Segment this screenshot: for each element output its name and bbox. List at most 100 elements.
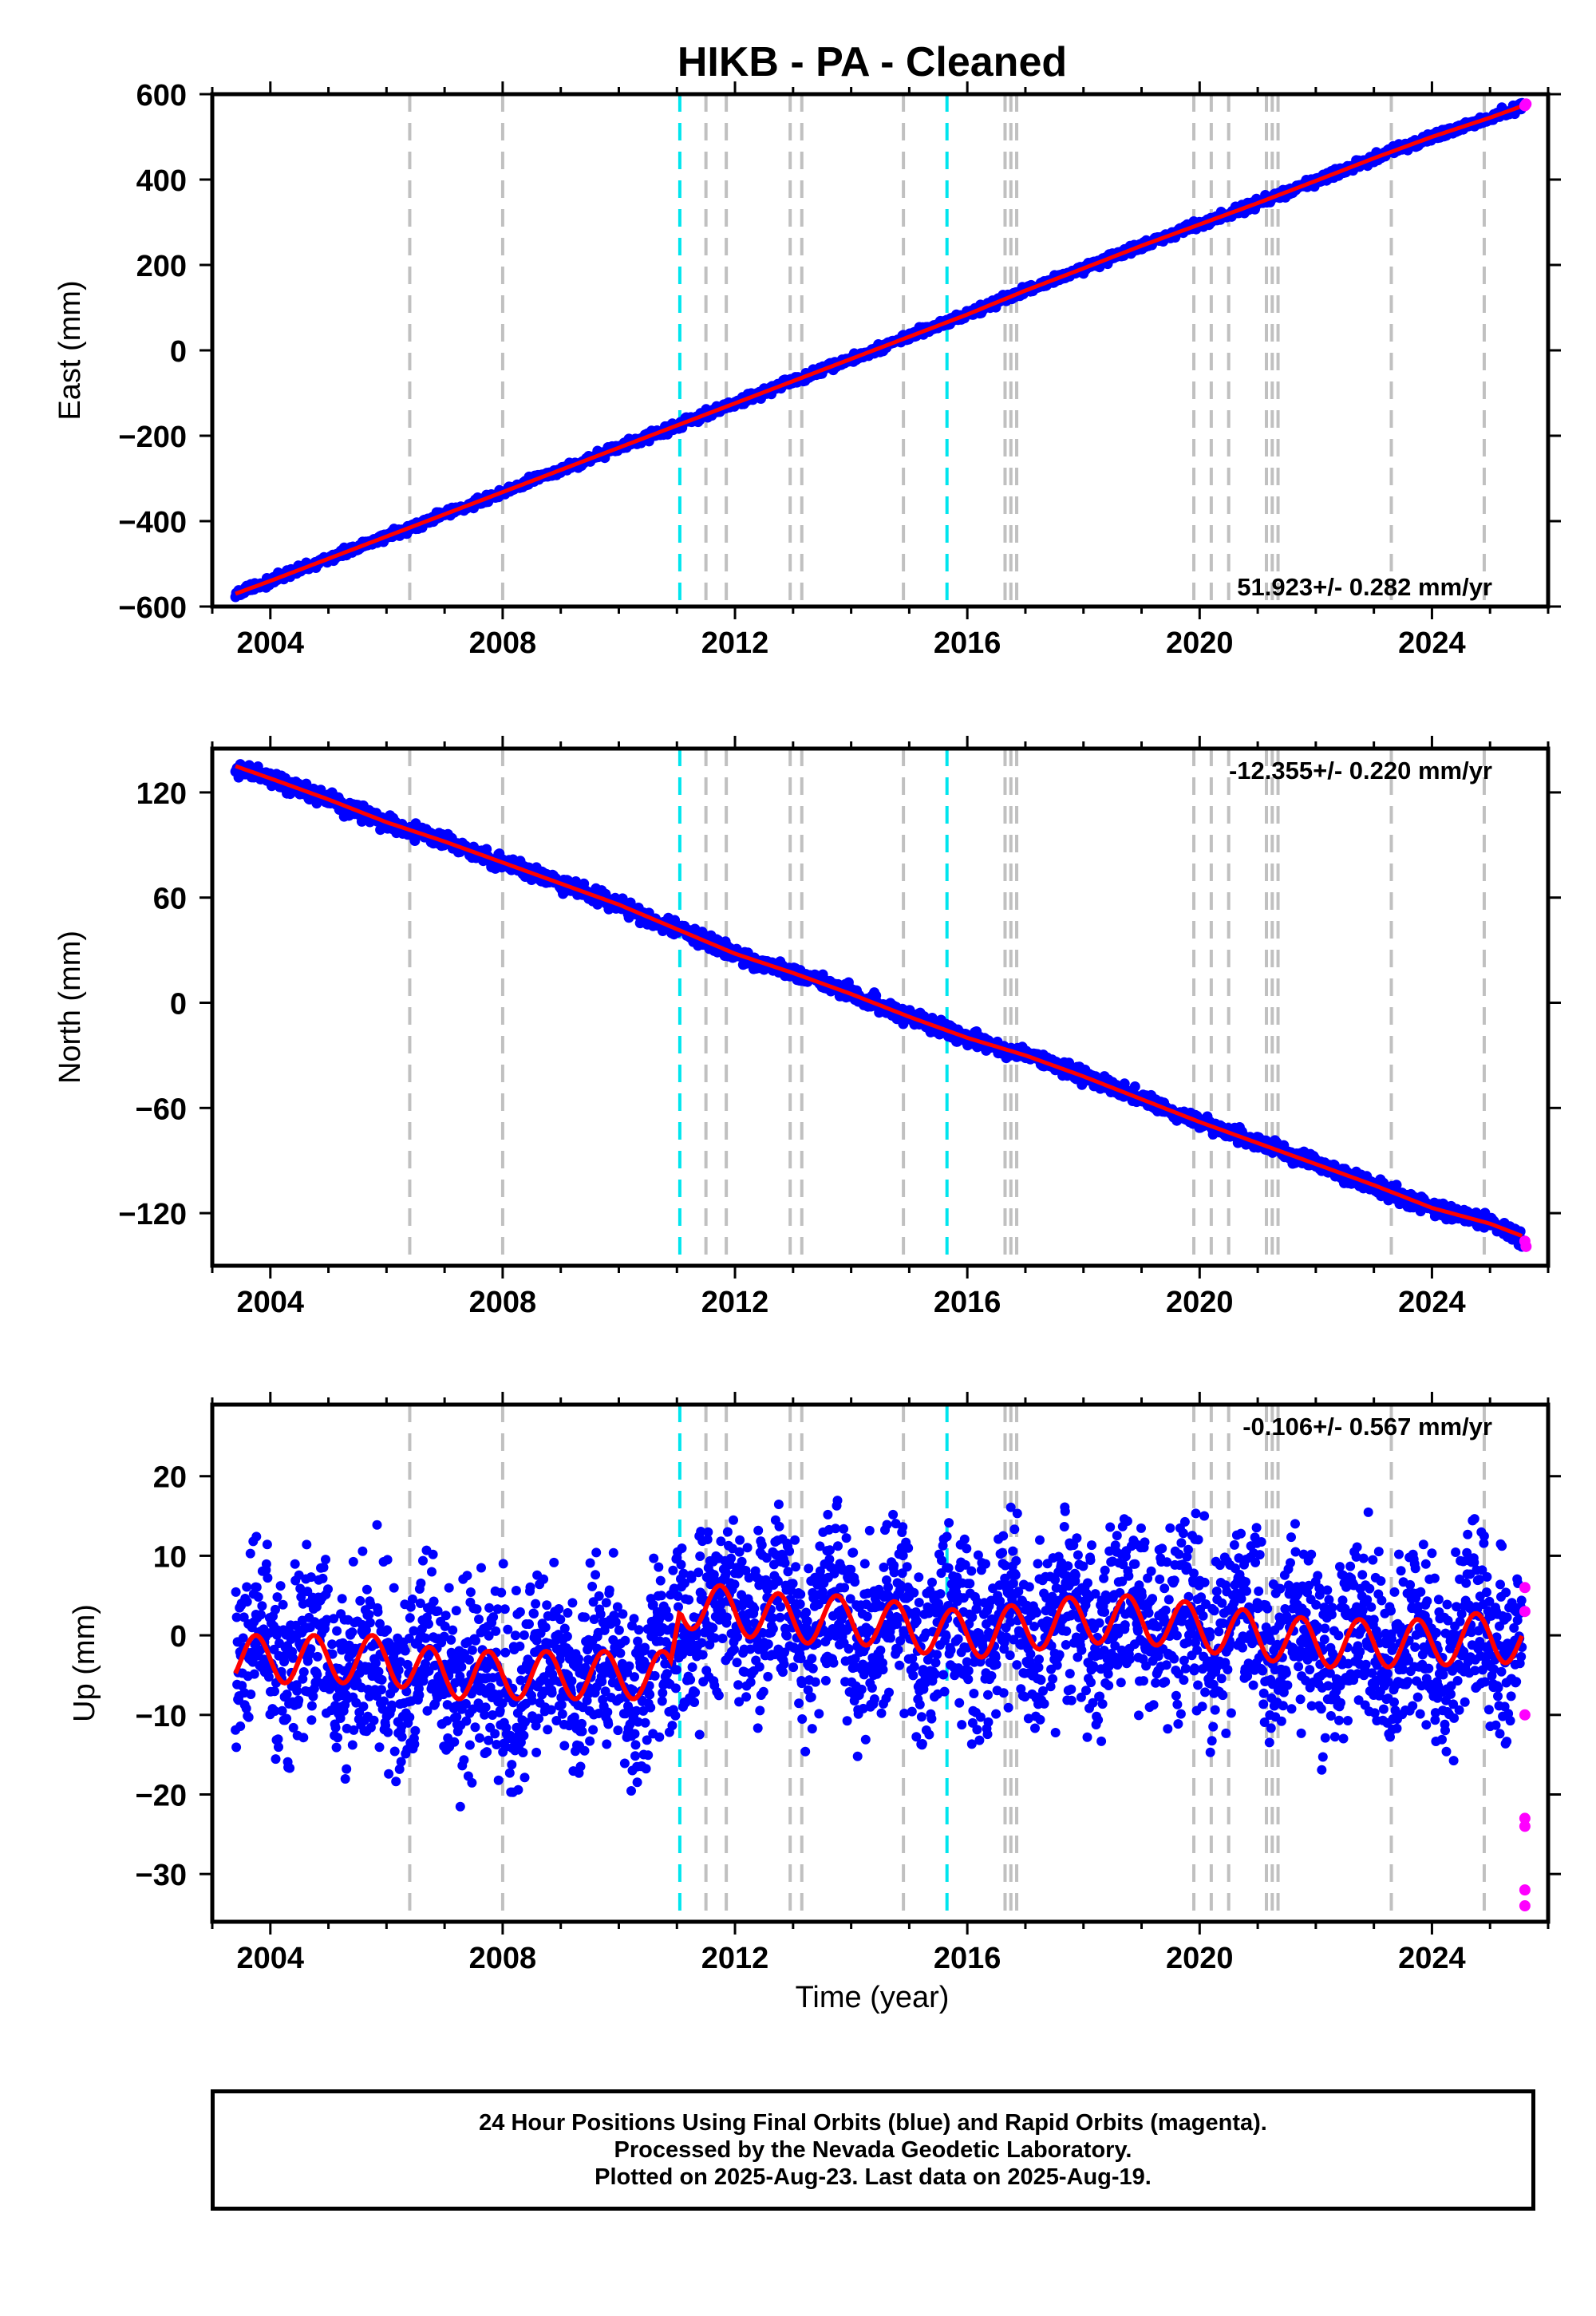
final-orbit-point [802, 1616, 812, 1626]
final-orbit-point [1391, 1180, 1402, 1191]
final-orbit-point [630, 1672, 639, 1682]
rapid-orbit-points-east [1519, 98, 1532, 112]
final-orbit-point [630, 1740, 641, 1750]
final-orbit-point [721, 1612, 732, 1622]
final-orbit-point [374, 1742, 385, 1753]
final-orbit-point [257, 1601, 267, 1611]
final-orbit-point [859, 1559, 870, 1569]
final-orbit-point [594, 1591, 604, 1601]
final-orbit-point [841, 1533, 851, 1543]
rate-label-north: -12.355+/- 0.220 mm/yr [1229, 757, 1492, 785]
final-orbit-point [459, 1755, 469, 1765]
final-orbit-point [754, 1662, 764, 1672]
final-orbit-points-up [231, 1496, 1527, 1812]
final-orbit-point [722, 1527, 733, 1537]
final-orbit-point [676, 1559, 686, 1570]
final-orbit-point [262, 1539, 272, 1550]
final-orbit-point [251, 1531, 262, 1542]
final-orbit-point [559, 1741, 570, 1751]
final-orbit-point [520, 1717, 530, 1727]
final-orbit-point [832, 1496, 843, 1506]
final-orbit-point [394, 1764, 405, 1774]
final-orbit-point [306, 1644, 316, 1654]
final-orbit-point [709, 1633, 720, 1643]
final-orbit-point [484, 1735, 494, 1745]
final-orbit-point [824, 1554, 835, 1564]
final-orbit-point [629, 1614, 639, 1624]
final-orbit-point [782, 1630, 792, 1641]
final-orbit-point [285, 1763, 295, 1773]
final-orbit-point [396, 1757, 406, 1767]
final-orbit-point [669, 1583, 679, 1594]
plot-area-north [230, 749, 1532, 1266]
final-orbit-point [780, 1647, 789, 1658]
final-orbit-point [510, 1630, 520, 1641]
final-orbit-point [794, 1698, 804, 1709]
final-orbit-point [242, 1597, 252, 1607]
final-orbit-point [587, 1581, 598, 1591]
final-orbit-point [470, 1722, 480, 1733]
final-orbit-point [405, 1602, 416, 1612]
final-orbit-point [848, 1547, 859, 1558]
final-orbit-point [763, 1671, 773, 1682]
final-orbit-point [475, 1733, 484, 1743]
final-orbit-point [449, 1737, 460, 1747]
final-orbit-point [278, 1599, 288, 1610]
final-orbit-point [531, 1599, 541, 1609]
final-orbit-point [763, 1639, 773, 1650]
final-orbit-point [735, 1535, 745, 1545]
final-orbit-point [355, 1595, 365, 1606]
final-orbit-point [551, 1716, 562, 1725]
y-tick-label: 0 [170, 335, 187, 369]
final-orbit-point [546, 1705, 556, 1715]
final-orbit-point [273, 1734, 283, 1745]
final-orbit-point [580, 1612, 590, 1622]
y-tick-label: −400 [118, 506, 187, 539]
y-tick-label: 400 [136, 164, 187, 198]
final-orbit-point [640, 1717, 650, 1728]
final-orbit-point [696, 1527, 706, 1536]
final-orbit-point [753, 1525, 764, 1535]
final-orbit-point [801, 1607, 812, 1618]
final-orbit-point [680, 1578, 689, 1588]
final-orbit-point [806, 1692, 816, 1702]
final-orbit-point [839, 1583, 850, 1593]
final-orbit-point [678, 1568, 689, 1579]
final-orbit-point [379, 1696, 389, 1706]
final-orbit-point [591, 1547, 602, 1558]
final-orbit-point [784, 1546, 795, 1556]
final-orbit-point [410, 1725, 421, 1736]
final-orbit-point [554, 1604, 564, 1614]
final-orbit-point [687, 1662, 697, 1672]
final-orbit-point [641, 1764, 651, 1774]
final-orbit-point [377, 1704, 388, 1714]
final-orbit-point [382, 1555, 393, 1565]
final-orbit-point [440, 1621, 450, 1631]
final-orbit-point [238, 1633, 248, 1643]
final-orbit-point [833, 1541, 843, 1551]
final-orbit-point [556, 1700, 567, 1710]
final-orbit-point [753, 1723, 763, 1733]
final-orbit-point [767, 1613, 777, 1623]
final-orbit-point [742, 1543, 753, 1553]
final-orbit-point [749, 1603, 760, 1614]
final-orbit-point [389, 1746, 400, 1757]
final-orbit-point [686, 1573, 697, 1583]
final-orbit-point [422, 1705, 433, 1716]
final-orbit-point [318, 1573, 328, 1583]
final-orbit-point [662, 1669, 672, 1679]
final-orbit-point [729, 1579, 740, 1590]
final-orbit-point [312, 1651, 322, 1662]
final-orbit-point [235, 1721, 246, 1731]
final-orbit-point [534, 1713, 544, 1724]
x-tick-label: 2012 [701, 626, 769, 660]
final-orbit-point [472, 1604, 482, 1614]
final-orbit-point [429, 1596, 439, 1607]
final-orbit-point [603, 1719, 614, 1729]
final-orbit-point [302, 1539, 312, 1550]
final-orbit-point [542, 1600, 552, 1611]
final-orbit-point [668, 1565, 678, 1575]
final-orbit-point [332, 1626, 342, 1636]
final-orbit-point [667, 1721, 678, 1731]
final-orbit-point [335, 1713, 346, 1723]
